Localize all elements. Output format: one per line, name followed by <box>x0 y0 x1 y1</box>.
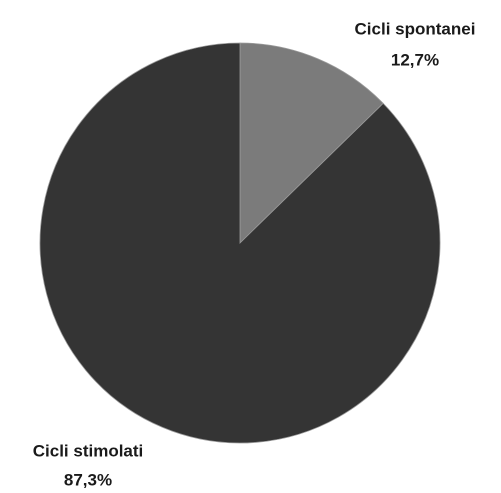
slice-label: Cicli stimolati <box>33 441 144 460</box>
slice-value-label: 12,7% <box>391 50 439 69</box>
pie-slice <box>239 42 384 244</box>
slice-value-label: 87,3% <box>64 470 112 489</box>
pie-slice <box>39 42 441 444</box>
slice-label: Cicli spontanei <box>355 19 476 38</box>
